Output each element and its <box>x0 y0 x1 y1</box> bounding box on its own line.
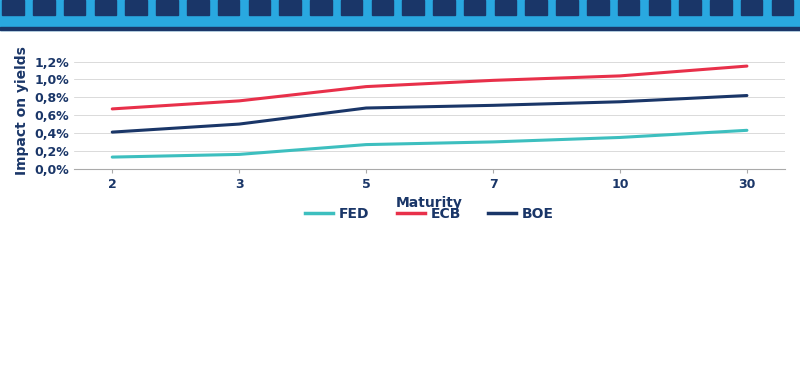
Legend: FED, ECB, BOE: FED, ECB, BOE <box>300 202 559 227</box>
Y-axis label: Impact on yields: Impact on yields <box>15 46 29 175</box>
X-axis label: Maturity: Maturity <box>396 196 463 210</box>
